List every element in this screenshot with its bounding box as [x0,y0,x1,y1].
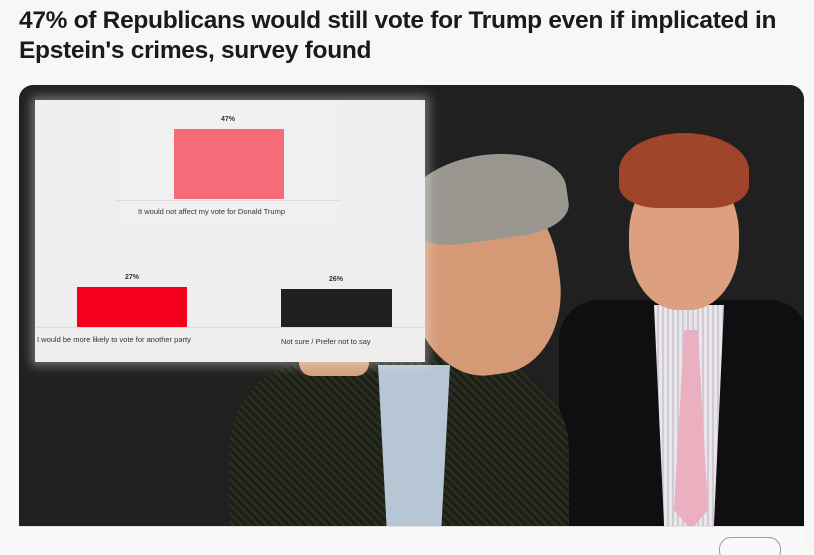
bar-value-label: 26% [328,276,343,283]
article-image[interactable]: 47% It would not affect my vote for Dona… [19,85,804,526]
bar-value-label: 27% [124,274,139,281]
hair [619,133,749,208]
chart-baseline [115,200,340,201]
bar-vote-another-party [77,287,187,327]
person-left-photo [229,144,573,526]
truncated-header-hint [30,0,90,2]
article-media-card[interactable]: 47% It would not affect my vote for Dona… [19,85,804,555]
bar-value-label: 47% [220,116,235,123]
blue-shirt [378,365,450,526]
footer-action-button[interactable] [719,537,781,555]
bar-not-affect-vote [174,129,284,199]
person-right-photo [539,125,804,526]
bar-category-label: Not sure / Prefer not to say [281,337,371,346]
survey-chart: 47% It would not affect my vote for Dona… [35,100,425,362]
bar-not-sure [281,289,392,327]
bar-category-label: It would not affect my vote for Donald T… [138,207,286,216]
chart-baseline [35,327,425,328]
card-footer [19,526,804,555]
article-headline[interactable]: 47% of Republicans would still vote for … [19,7,777,64]
bar-category-label: I would be more likely to vote for anoth… [37,335,191,344]
